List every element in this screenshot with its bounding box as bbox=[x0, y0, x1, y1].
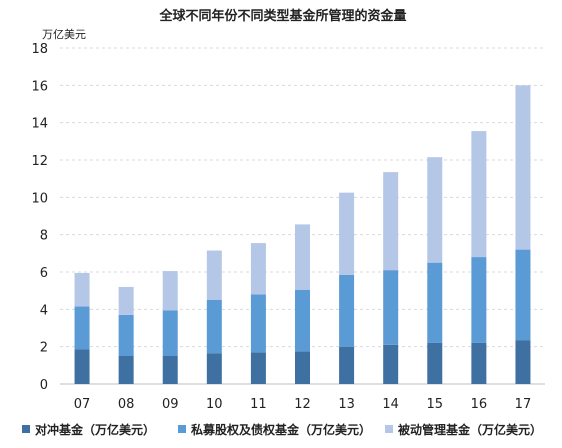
x-tick-label: 14 bbox=[382, 397, 399, 412]
x-tick-label: 09 bbox=[162, 397, 179, 412]
x-tick-label: 10 bbox=[206, 397, 223, 412]
bar-segment-2-12 bbox=[295, 224, 310, 290]
legend-swatch-0 bbox=[22, 425, 30, 433]
chart-title: 全球不同年份不同类型基金所管理的资金量 bbox=[158, 8, 406, 24]
bar-segment-2-11 bbox=[250, 243, 266, 295]
legend-label-2: 被动管理基金（万亿美元） bbox=[398, 422, 542, 437]
legend-swatch-2 bbox=[385, 425, 393, 433]
x-tick-label: 15 bbox=[426, 397, 443, 412]
x-tick-label: 12 bbox=[294, 397, 311, 412]
y-tick-label: 10 bbox=[31, 191, 48, 206]
y-tick-label: 14 bbox=[31, 117, 48, 132]
bar-segment-1-09 bbox=[162, 310, 178, 356]
bar-segment-1-12 bbox=[295, 289, 310, 352]
x-tick-label: 13 bbox=[338, 397, 355, 412]
x-tick-label: 08 bbox=[118, 397, 135, 412]
bar-segment-0-12 bbox=[295, 351, 310, 384]
bar-segment-2-10 bbox=[206, 250, 222, 300]
x-axis-ticks: 07 08 09 10 11 12 13 14 15 16 17 bbox=[74, 397, 531, 412]
bar-segment-0-07 bbox=[74, 349, 90, 384]
y-tick-label: 8 bbox=[40, 229, 48, 244]
x-tick-label: 11 bbox=[250, 397, 267, 412]
legend-label-1: 私募股权及债权基金（万亿美元） bbox=[190, 422, 371, 437]
bar-segment-2-13 bbox=[339, 192, 355, 275]
bar-segment-0-15 bbox=[427, 342, 443, 384]
bar-segment-1-11 bbox=[250, 294, 266, 353]
bar-segment-0-09 bbox=[162, 356, 178, 384]
x-tick-label: 07 bbox=[74, 397, 91, 412]
bar-segment-0-08 bbox=[118, 356, 134, 384]
y-tick-label: 12 bbox=[31, 154, 48, 169]
bar-segment-1-14 bbox=[383, 270, 399, 345]
y-tick-label: 18 bbox=[31, 42, 48, 57]
y-tick-label: 4 bbox=[40, 303, 48, 318]
bar-segment-1-16 bbox=[471, 257, 487, 343]
bar-segment-1-17 bbox=[515, 249, 531, 341]
bar-segment-2-08 bbox=[118, 286, 134, 315]
bar-segment-0-14 bbox=[383, 344, 399, 384]
y-tick-label: 0 bbox=[40, 378, 48, 393]
bar-segment-1-13 bbox=[339, 274, 355, 347]
bar-segment-0-10 bbox=[206, 353, 222, 384]
bar-segment-1-08 bbox=[118, 314, 134, 356]
bar-segment-1-07 bbox=[74, 306, 90, 350]
bar-segment-2-09 bbox=[162, 271, 178, 311]
y-tick-label: 6 bbox=[40, 266, 48, 281]
bar-segment-0-13 bbox=[339, 346, 355, 384]
y-axis-ticks: 0 2 4 6 8 10 12 14 16 18 bbox=[31, 42, 48, 393]
bar-segment-2-17 bbox=[515, 85, 531, 250]
y-tick-label: 16 bbox=[31, 79, 48, 94]
bar-segment-0-17 bbox=[515, 340, 531, 384]
bar-segment-1-15 bbox=[427, 262, 443, 343]
legend: 对冲基金（万亿美元） 私募股权及债权基金（万亿美元） 被动管理基金（万亿美元） bbox=[22, 422, 542, 437]
bar-segment-0-11 bbox=[250, 352, 266, 384]
bars bbox=[74, 85, 531, 384]
bar-segment-1-10 bbox=[206, 300, 222, 354]
x-tick-label: 16 bbox=[471, 397, 488, 412]
y-tick-label: 2 bbox=[40, 341, 48, 356]
legend-swatch-1 bbox=[178, 425, 186, 433]
bar-segment-2-15 bbox=[427, 157, 443, 263]
bar-segment-0-16 bbox=[471, 342, 487, 384]
bar-segment-2-07 bbox=[74, 272, 90, 307]
legend-label-0: 对冲基金（万亿美元） bbox=[35, 422, 155, 437]
y-axis-unit-label: 万亿美元 bbox=[42, 28, 86, 41]
bar-segment-2-16 bbox=[471, 131, 487, 258]
bar-segment-2-14 bbox=[383, 172, 399, 271]
x-tick-label: 17 bbox=[515, 397, 532, 412]
